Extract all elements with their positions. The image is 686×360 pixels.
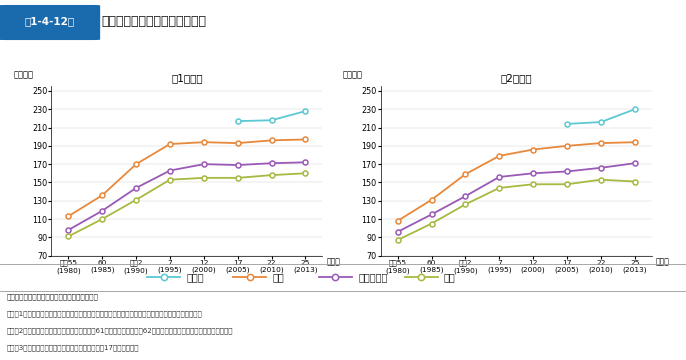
- Title: （2）女性: （2）女性: [500, 73, 532, 83]
- Text: （千円）: （千円）: [343, 71, 363, 80]
- Text: （出典）厚生労働省「賃金構造基本統計調査」: （出典）厚生労働省「賃金構造基本統計調査」: [7, 293, 99, 300]
- Text: 高校: 高校: [444, 272, 456, 282]
- Text: 大学院: 大学院: [187, 272, 204, 282]
- Text: 3．大学院修士課程修了者については，平成17年から調査。: 3．大学院修士課程修了者については，平成17年から調査。: [7, 345, 139, 351]
- Text: （年）: （年）: [656, 257, 670, 266]
- FancyBboxPatch shape: [0, 5, 100, 40]
- Text: 2．女性の大学卒業者については，昭和61年までは事務系の，62年以降は事務系と技術系を合わせた数値。: 2．女性の大学卒業者については，昭和61年までは事務系の，62年以降は事務系と技…: [7, 327, 233, 334]
- Text: 新規学卒者の初任給（名目値）: 新規学卒者の初任給（名目値）: [102, 15, 206, 28]
- Title: （1）男性: （1）男性: [171, 73, 203, 83]
- Text: 第1-4-12図: 第1-4-12図: [24, 17, 75, 27]
- Text: 大学: 大学: [272, 272, 284, 282]
- Text: （千円）: （千円）: [14, 71, 34, 80]
- Text: 高専・短大: 高専・短大: [358, 272, 388, 282]
- Text: （年）: （年）: [327, 257, 340, 266]
- Text: （注）1．初任給は，当該年次における確定した額であり，所定内給与額から通勤手当を除いたもの。: （注）1．初任給は，当該年次における確定した額であり，所定内給与額から通勤手当を…: [7, 310, 202, 317]
